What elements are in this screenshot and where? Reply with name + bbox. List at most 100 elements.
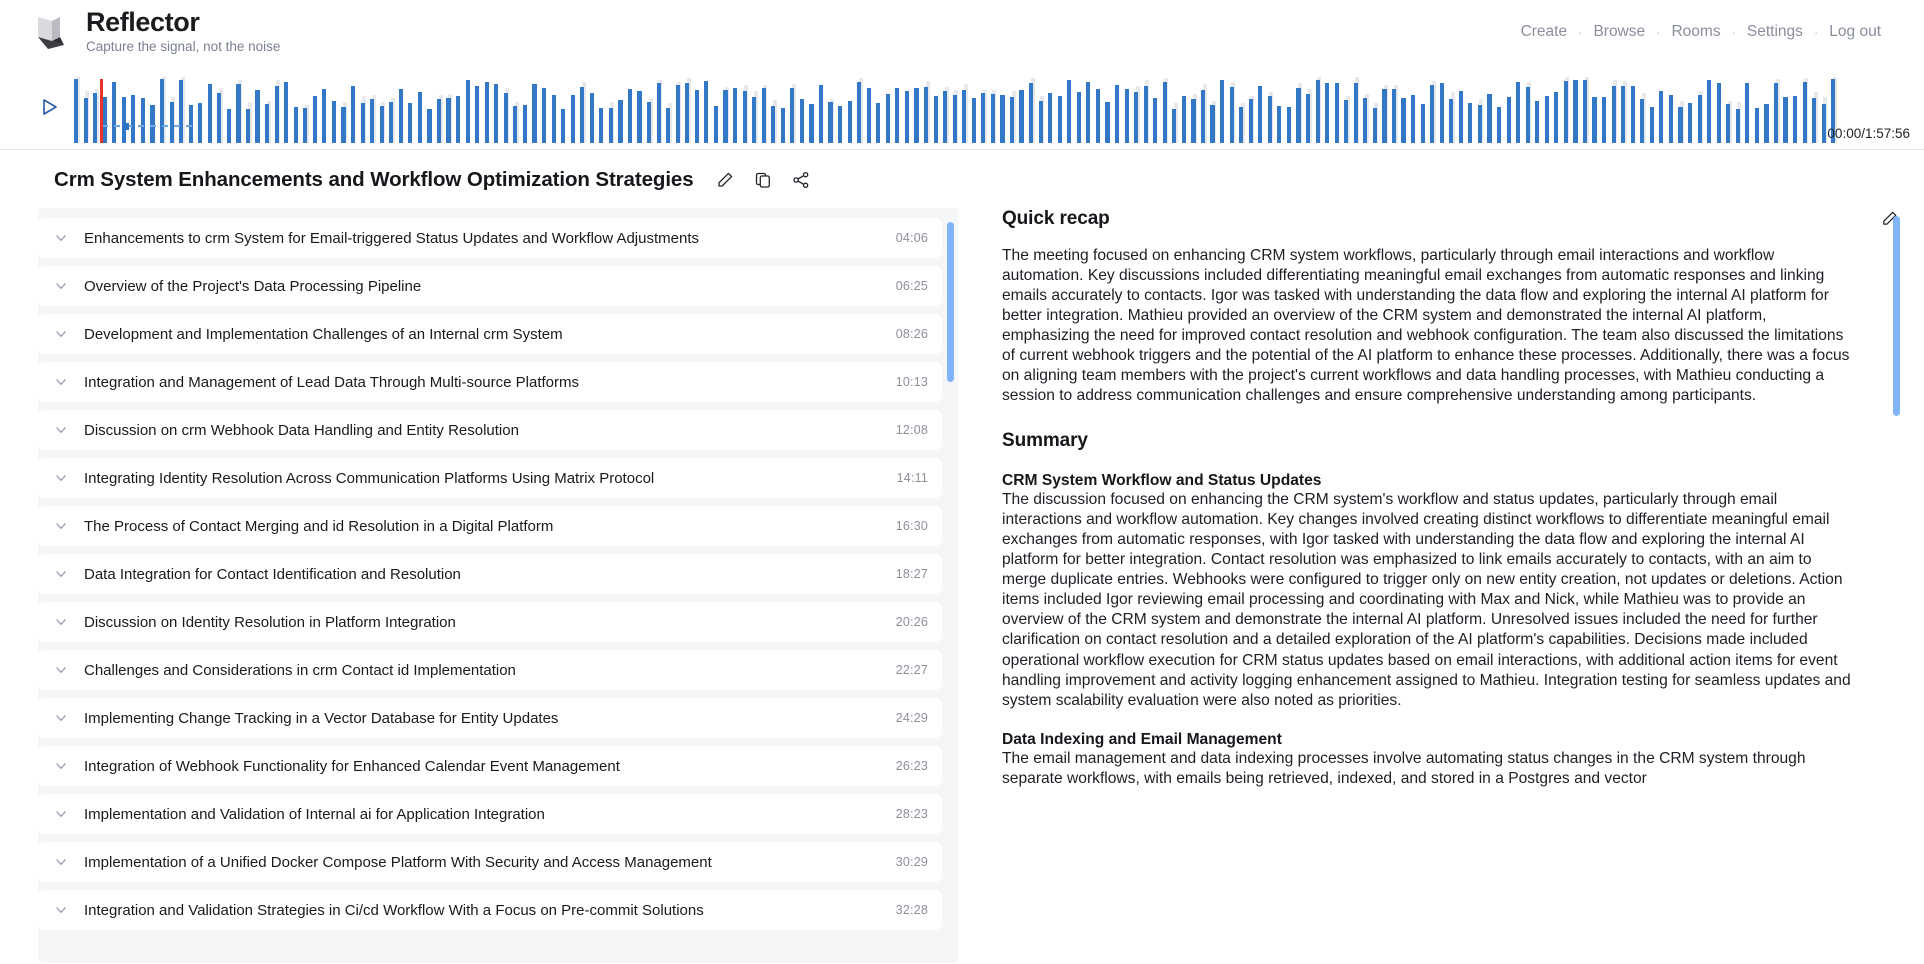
chevron-down-icon[interactable] xyxy=(52,325,70,343)
waveform-bar xyxy=(589,93,594,143)
waveform-bar xyxy=(1668,95,1674,143)
chapter-row[interactable]: Implementation of a Unified Docker Compo… xyxy=(38,842,942,882)
chapters-list[interactable]: Enhancements to crm System for Email-tri… xyxy=(38,218,958,953)
waveform-bar xyxy=(265,104,270,143)
summary-scrollbar[interactable] xyxy=(1893,216,1900,416)
waveform-bar xyxy=(1420,103,1425,143)
waveform-bar xyxy=(838,106,843,143)
chapter-row[interactable]: Implementing Change Tracking in a Vector… xyxy=(38,698,942,738)
waveform-bar xyxy=(656,83,661,143)
waveform-bar xyxy=(255,89,260,143)
summary-section-heading: CRM System Workflow and Status Updates xyxy=(1002,472,1322,490)
waveform-bars[interactable] xyxy=(72,75,1924,143)
waveform-bar xyxy=(1210,105,1215,143)
chevron-down-icon[interactable] xyxy=(52,229,70,247)
waveform-bar xyxy=(93,92,98,143)
waveform-bar xyxy=(685,83,690,143)
waveform-bar xyxy=(236,83,241,143)
nav-item-browse[interactable]: Browse xyxy=(1593,23,1646,40)
chevron-down-icon[interactable] xyxy=(52,277,70,295)
waveform-bar xyxy=(312,95,317,143)
chevron-down-icon[interactable] xyxy=(52,421,70,439)
chapter-timestamp: 06:25 xyxy=(895,279,928,293)
chevron-down-icon[interactable] xyxy=(52,805,70,823)
waveform-bar xyxy=(1305,93,1311,143)
chevron-down-icon[interactable] xyxy=(52,565,70,583)
chapter-row[interactable]: The Process of Contact Merging and id Re… xyxy=(38,506,942,546)
nav-item-create[interactable]: Create xyxy=(1520,23,1568,40)
chapter-row[interactable]: Integration of Webhook Functionality for… xyxy=(38,746,942,786)
waveform-bar xyxy=(704,81,709,143)
main-nav: Create · Browse · Rooms · Settings · Log… xyxy=(1510,23,1892,41)
waveform-bar xyxy=(1726,104,1731,143)
chevron-down-icon[interactable] xyxy=(52,613,70,631)
chapter-timestamp: 16:30 xyxy=(895,519,928,533)
waveform-bar xyxy=(379,105,384,143)
waveform-bar xyxy=(1630,85,1635,143)
waveform-bar xyxy=(207,84,212,143)
chapter-timestamp: 28:23 xyxy=(895,807,928,821)
chapter-title: Integration and Validation Strategies in… xyxy=(84,901,704,919)
chevron-down-icon[interactable] xyxy=(52,661,70,679)
chevron-down-icon[interactable] xyxy=(52,517,70,535)
chapter-row[interactable]: Discussion on crm Webhook Data Handling … xyxy=(38,410,942,450)
chapter-row[interactable]: Integration and Management of Lead Data … xyxy=(38,362,942,402)
waveform-bar xyxy=(1649,106,1654,143)
chapter-row[interactable]: Implementation and Validation of Interna… xyxy=(38,794,942,834)
playhead-marker[interactable] xyxy=(100,79,103,143)
waveform-bar xyxy=(809,104,814,143)
chapter-row[interactable]: Overview of the Project's Data Processin… xyxy=(38,266,942,306)
chapter-row[interactable]: Integration and Validation Strategies in… xyxy=(38,890,942,930)
waveform-bar xyxy=(790,88,795,143)
waveform-bar xyxy=(532,83,537,143)
copy-icon[interactable] xyxy=(754,171,772,189)
chapter-row[interactable]: Development and Implementation Challenge… xyxy=(38,314,942,354)
chapter-row[interactable]: Data Integration for Contact Identificat… xyxy=(38,554,942,594)
chapter-timestamp: 04:06 xyxy=(895,231,928,245)
nav-item-settings[interactable]: Settings xyxy=(1746,23,1803,40)
waveform-bar xyxy=(771,106,776,143)
play-triangle-icon[interactable] xyxy=(36,94,62,120)
chapter-row[interactable]: Enhancements to crm System for Email-tri… xyxy=(38,218,942,258)
nav-item-rooms[interactable]: Rooms xyxy=(1671,23,1721,40)
waveform-bar xyxy=(1411,94,1416,143)
waveform-bar xyxy=(675,85,680,143)
waveform-bar xyxy=(484,81,489,143)
chevron-down-icon[interactable] xyxy=(52,757,70,775)
chapter-row[interactable]: Discussion on Identity Resolution in Pla… xyxy=(38,602,942,642)
chapter-title: Implementing Change Tracking in a Vector… xyxy=(84,709,559,727)
chapters-scrollbar[interactable] xyxy=(947,222,954,382)
chapter-timestamp: 20:26 xyxy=(895,615,928,629)
edit-pencil-icon[interactable] xyxy=(716,171,734,189)
chapter-title: Overview of the Project's Data Processin… xyxy=(84,277,422,295)
chapter-timestamp: 14:11 xyxy=(896,471,928,485)
waveform-bar xyxy=(1334,82,1339,143)
chevron-down-icon[interactable] xyxy=(52,373,70,391)
edit-pencil-icon[interactable] xyxy=(1881,210,1898,227)
waveform-bar xyxy=(943,91,948,143)
brand-title: Reflector xyxy=(86,7,200,38)
chapter-row[interactable]: Integrating Identity Resolution Across C… xyxy=(38,458,942,498)
waveform[interactable]: 00:00/1:57:56 xyxy=(72,75,1924,143)
nav-separator: · xyxy=(1813,24,1819,40)
waveform-bar xyxy=(866,87,871,143)
waveform-bar xyxy=(990,94,995,143)
waveform-bar xyxy=(1773,83,1779,143)
chevron-down-icon[interactable] xyxy=(52,709,70,727)
chevron-down-icon[interactable] xyxy=(52,901,70,919)
waveform-bar xyxy=(1525,86,1530,143)
share-icon[interactable] xyxy=(792,171,810,189)
chapter-title: Discussion on crm Webhook Data Handling … xyxy=(84,421,519,439)
chevron-down-icon[interactable] xyxy=(52,469,70,487)
nav-item-log-out[interactable]: Log out xyxy=(1829,23,1881,40)
waveform-bar xyxy=(1659,91,1664,143)
waveform-bar xyxy=(608,108,613,143)
waveform-bar xyxy=(408,102,413,143)
chapter-row[interactable]: Challenges and Considerations in crm Con… xyxy=(38,650,942,690)
page-body: Crm System Enhancements and Workflow Opt… xyxy=(0,150,1924,963)
waveform-bar xyxy=(1802,81,1807,143)
waveform-bar xyxy=(742,90,747,143)
chevron-down-icon[interactable] xyxy=(52,853,70,871)
chapter-timestamp: 26:23 xyxy=(895,759,928,773)
waveform-bar xyxy=(799,99,804,143)
